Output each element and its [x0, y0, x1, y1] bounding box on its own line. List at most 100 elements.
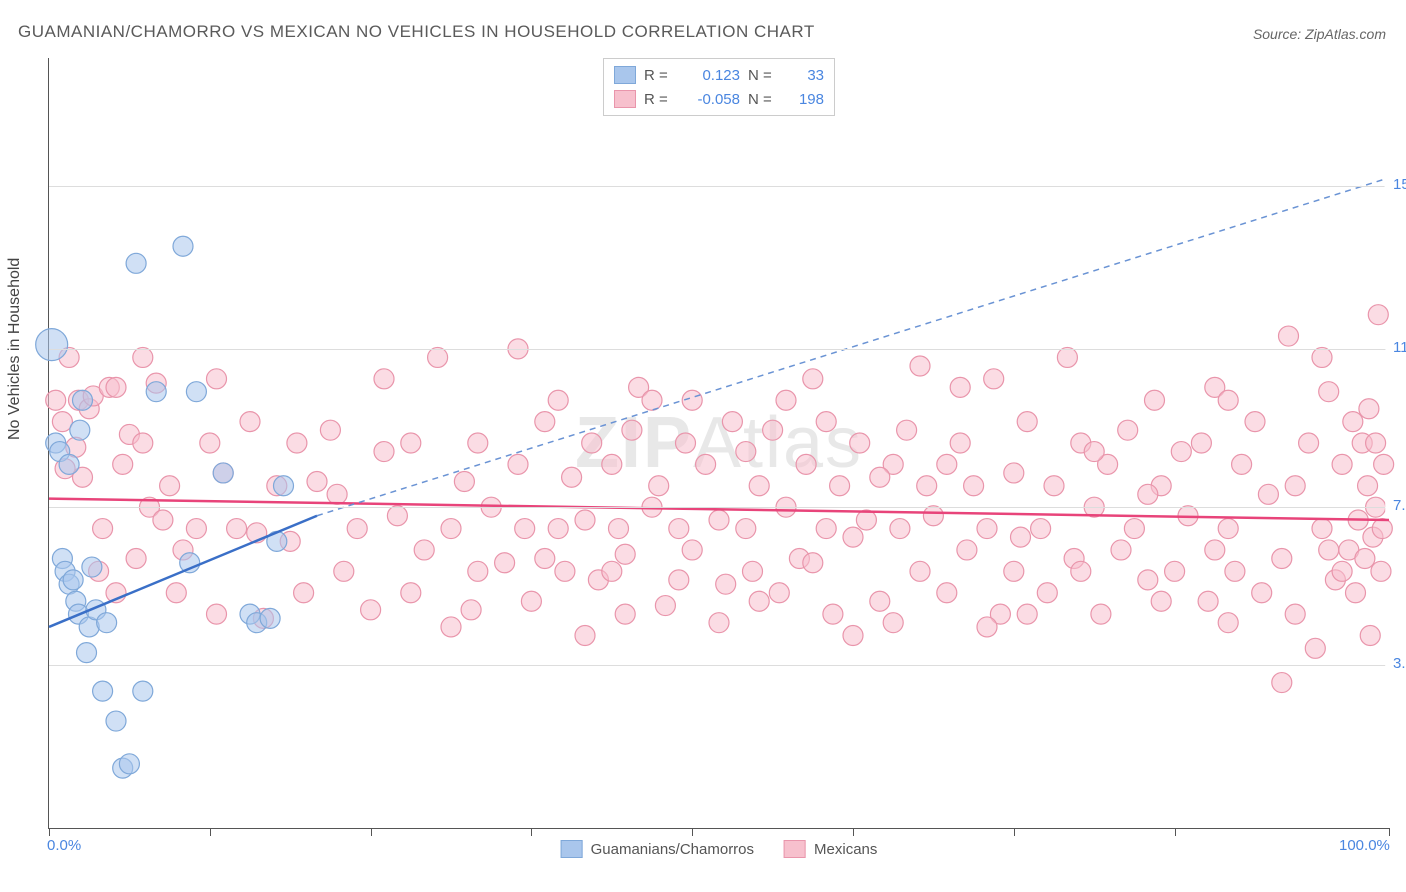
data-point	[977, 617, 997, 637]
data-point	[957, 540, 977, 560]
data-point	[1118, 420, 1138, 440]
data-point	[950, 377, 970, 397]
data-point	[1252, 583, 1272, 603]
data-point	[1111, 540, 1131, 560]
x-tick	[1389, 828, 1390, 836]
data-point	[106, 377, 126, 397]
data-point	[1358, 476, 1378, 496]
source-attribution: Source: ZipAtlas.com	[1253, 26, 1386, 42]
data-point	[1011, 527, 1031, 547]
chart-title: GUAMANIAN/CHAMORRO VS MEXICAN NO VEHICLE…	[18, 22, 815, 42]
data-point	[1368, 305, 1388, 325]
data-point	[1285, 476, 1305, 496]
data-point	[387, 506, 407, 526]
data-point	[937, 454, 957, 474]
data-point	[82, 557, 102, 577]
data-point	[1151, 591, 1171, 611]
data-point	[736, 442, 756, 462]
data-point	[1312, 519, 1332, 539]
legend-swatch-mexican	[784, 840, 806, 858]
data-point	[401, 433, 421, 453]
data-point	[227, 519, 247, 539]
data-point	[240, 412, 260, 432]
data-point	[709, 613, 729, 633]
data-point	[763, 420, 783, 440]
data-point	[1232, 454, 1252, 474]
x-tick	[1014, 828, 1015, 836]
data-point	[1272, 549, 1292, 569]
swatch-mexican	[614, 90, 636, 108]
data-point	[602, 454, 622, 474]
data-point	[776, 390, 796, 410]
data-point	[548, 519, 568, 539]
data-point	[796, 454, 816, 474]
data-point	[555, 561, 575, 581]
stat-n-label: N =	[748, 67, 776, 84]
data-point	[910, 356, 930, 376]
data-point	[1343, 412, 1363, 432]
data-point	[347, 519, 367, 539]
data-point	[1031, 519, 1051, 539]
data-point	[615, 544, 635, 564]
data-point	[401, 583, 421, 603]
data-point	[93, 681, 113, 701]
data-point	[950, 433, 970, 453]
gridline	[49, 507, 1389, 508]
data-point	[609, 519, 629, 539]
data-point	[984, 369, 1004, 389]
stat-n-mexican: 198	[784, 91, 824, 108]
trend-line	[317, 178, 1389, 516]
stats-row-guamanian: R = 0.123 N = 33	[614, 63, 824, 87]
data-point	[63, 570, 83, 590]
data-point	[307, 472, 327, 492]
data-point	[70, 420, 90, 440]
data-point	[1371, 561, 1391, 581]
y-tick-label: 15.0%	[1385, 176, 1406, 193]
data-point	[535, 549, 555, 569]
data-point	[622, 420, 642, 440]
data-point	[649, 476, 669, 496]
x-tick-label: 0.0%	[47, 837, 81, 854]
data-point	[816, 412, 836, 432]
data-point	[1218, 613, 1238, 633]
data-point	[843, 527, 863, 547]
data-point	[441, 617, 461, 637]
data-point	[153, 510, 173, 530]
data-point	[1366, 433, 1386, 453]
data-point	[133, 681, 153, 701]
legend-item-guamanian: Guamanians/Chamorros	[561, 840, 754, 858]
data-point	[173, 236, 193, 256]
data-point	[106, 711, 126, 731]
data-point	[850, 433, 870, 453]
data-point	[126, 253, 146, 273]
data-point	[1258, 484, 1278, 504]
data-point	[119, 754, 139, 774]
data-point	[883, 613, 903, 633]
data-point	[97, 613, 117, 633]
data-point	[133, 347, 153, 367]
data-point	[1138, 570, 1158, 590]
data-point	[1346, 583, 1366, 603]
x-tick	[371, 828, 372, 836]
data-point	[166, 583, 186, 603]
data-point	[716, 574, 736, 594]
data-point	[1279, 326, 1299, 346]
stat-n-guamanian: 33	[784, 67, 824, 84]
data-point	[1091, 604, 1111, 624]
data-point	[548, 390, 568, 410]
data-point	[1218, 519, 1238, 539]
data-point	[897, 420, 917, 440]
x-tick	[210, 828, 211, 836]
bottom-legend: Guamanians/Chamorros Mexicans	[561, 840, 878, 858]
chart-svg	[49, 58, 1389, 828]
data-point	[1372, 519, 1392, 539]
data-point	[769, 583, 789, 603]
data-point	[93, 519, 113, 539]
data-point	[1124, 519, 1144, 539]
data-point	[1037, 583, 1057, 603]
data-point	[1191, 433, 1211, 453]
data-point	[709, 510, 729, 530]
data-point	[200, 433, 220, 453]
data-point	[361, 600, 381, 620]
data-point	[1359, 399, 1379, 419]
